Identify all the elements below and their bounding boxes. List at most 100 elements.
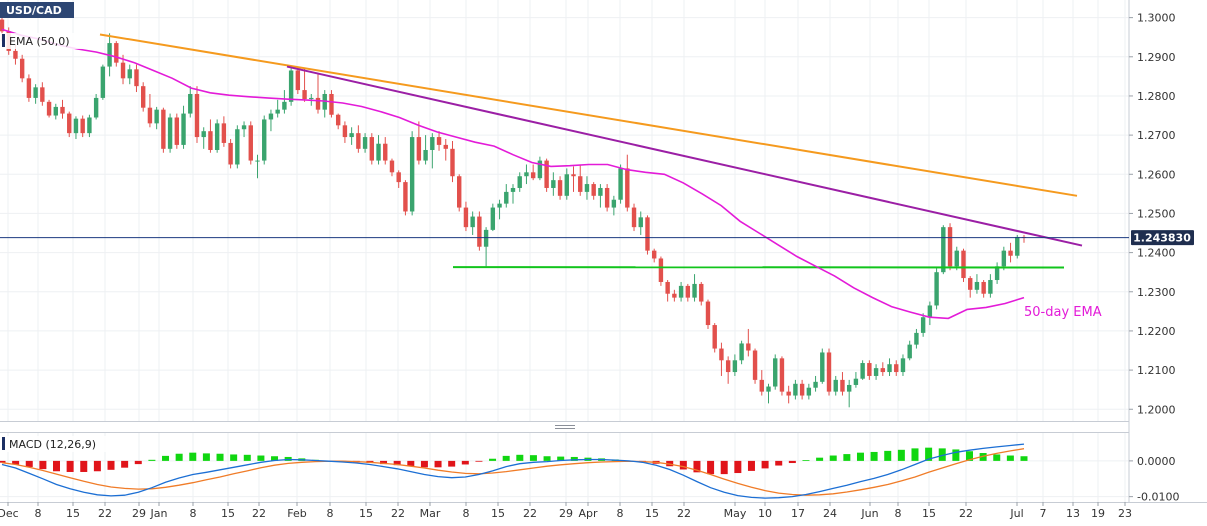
candle-down bbox=[161, 107, 166, 153]
candle-body bbox=[396, 172, 401, 183]
macd-hist-bar-neg bbox=[53, 460, 61, 472]
candle-up bbox=[504, 184, 509, 208]
candle-up bbox=[773, 354, 778, 390]
macd-hist-bar-neg bbox=[420, 460, 428, 468]
candle-body bbox=[423, 149, 428, 161]
time-tick-label: 8 bbox=[327, 507, 334, 520]
candle-down bbox=[436, 131, 442, 151]
candle-down bbox=[672, 289, 677, 302]
candle-body bbox=[214, 123, 220, 150]
candle-up bbox=[497, 199, 502, 220]
candle-body bbox=[362, 137, 368, 149]
time-tick-label: Feb bbox=[287, 507, 306, 520]
candle-body bbox=[988, 280, 993, 294]
macd-hist-bar-neg bbox=[134, 460, 142, 465]
macd-hist-bar-pos bbox=[216, 453, 224, 461]
macd-hist-bar-pos bbox=[925, 447, 933, 461]
macd-hist-bar-pos bbox=[243, 454, 251, 461]
time-tick-label: 8 bbox=[190, 507, 197, 520]
candle-up bbox=[100, 64, 106, 100]
candle-body bbox=[725, 360, 731, 373]
symbol-legend[interactable]: USD/CAD bbox=[0, 2, 74, 18]
candle-body bbox=[920, 317, 926, 333]
candle-down bbox=[40, 82, 45, 106]
candle-body bbox=[470, 216, 475, 228]
time-tick-label: 24 bbox=[823, 507, 837, 520]
price-axis[interactable]: 1.3000 1.2900 1.2800 1.2700 1.2600 1.2500 1.24… bbox=[1129, 12, 1176, 417]
candle-body bbox=[651, 250, 657, 259]
macd-tick-label: 0.0000 bbox=[1137, 455, 1176, 468]
candle-down bbox=[174, 113, 180, 149]
candle-down bbox=[746, 328, 751, 357]
candle-down bbox=[705, 299, 711, 329]
candle-body bbox=[134, 69, 139, 87]
candle-up bbox=[470, 211, 475, 235]
candle-body bbox=[80, 118, 85, 134]
candle-body bbox=[46, 101, 52, 116]
candle-body bbox=[335, 114, 341, 126]
candle-body bbox=[504, 191, 509, 204]
candle-body bbox=[19, 58, 25, 79]
candle-down bbox=[335, 113, 341, 130]
candle-up bbox=[974, 274, 980, 294]
candle-down bbox=[342, 121, 348, 143]
candle-body bbox=[665, 281, 670, 294]
macd-line bbox=[1, 443, 1025, 499]
candle-body bbox=[766, 386, 771, 392]
candle-down bbox=[786, 385, 791, 404]
candle-up bbox=[349, 127, 354, 145]
macd-hist-bar-pos bbox=[189, 452, 197, 461]
candle-down bbox=[248, 121, 253, 165]
price-tick-label: 1.2500 bbox=[1137, 207, 1176, 220]
candle-down bbox=[799, 379, 805, 400]
time-axis[interactable]: Dec 8 15 22 29 Jan 8 15 22 Feb 8 15 22 Mar 8 15 22 29 Apr 8… bbox=[0, 502, 1132, 520]
macd-hist-bar-neg bbox=[25, 460, 33, 467]
candle-down bbox=[67, 111, 72, 138]
macd-hist-bar-neg bbox=[734, 460, 742, 474]
candle-up bbox=[154, 106, 159, 130]
macd-hist-bar-pos bbox=[952, 449, 960, 461]
candle-body bbox=[658, 258, 664, 282]
candle-up bbox=[611, 195, 617, 216]
macd-legend[interactable]: MACD (12,26,9) bbox=[0, 436, 113, 452]
grid bbox=[0, 0, 1129, 502]
candle-body bbox=[793, 383, 798, 396]
macd-hist-bar-neg bbox=[720, 460, 728, 475]
candle-down bbox=[416, 121, 422, 165]
macd-tick-label: -0.0100 bbox=[1137, 491, 1179, 504]
candle-down bbox=[719, 342, 724, 376]
macd-hist-bar-pos bbox=[856, 452, 864, 461]
macd-hist-bar-pos bbox=[570, 456, 578, 461]
candle-body bbox=[692, 283, 697, 298]
ema-legend[interactable]: EMA (50,0) bbox=[0, 33, 84, 49]
candle-down bbox=[665, 280, 670, 302]
candle-down bbox=[961, 248, 966, 282]
candle-up bbox=[920, 313, 926, 337]
macd-hist-bar-pos bbox=[175, 453, 183, 461]
candle-up bbox=[362, 133, 368, 153]
candle-down bbox=[591, 182, 596, 200]
candle-up bbox=[188, 86, 193, 118]
candle-body bbox=[208, 131, 213, 150]
candle-down bbox=[457, 174, 462, 212]
macd-hist-bar-pos bbox=[1006, 455, 1014, 461]
macd-axis[interactable]: 0.0000 -0.0100 bbox=[1129, 455, 1179, 504]
price-tick-label: 1.2600 bbox=[1137, 168, 1176, 181]
candle-body bbox=[248, 125, 253, 161]
time-tick-label: Dec bbox=[0, 507, 19, 520]
signal-line bbox=[1, 448, 1025, 496]
time-tick-label: 22 bbox=[391, 507, 405, 520]
time-tick-label: 29 bbox=[132, 507, 146, 520]
candle-down bbox=[759, 370, 764, 396]
candle-up bbox=[255, 154, 260, 179]
candle-body bbox=[0, 19, 5, 32]
price-tick-label: 1.3000 bbox=[1137, 12, 1176, 25]
candle-body bbox=[1008, 250, 1013, 256]
candle-down bbox=[463, 201, 469, 232]
candle-down bbox=[140, 82, 146, 112]
candle-down bbox=[396, 170, 401, 188]
candle-up bbox=[127, 64, 132, 85]
pane-resize-handle[interactable] bbox=[555, 425, 575, 429]
candle-body bbox=[672, 293, 677, 298]
macd-hist-bar-neg bbox=[434, 460, 442, 468]
